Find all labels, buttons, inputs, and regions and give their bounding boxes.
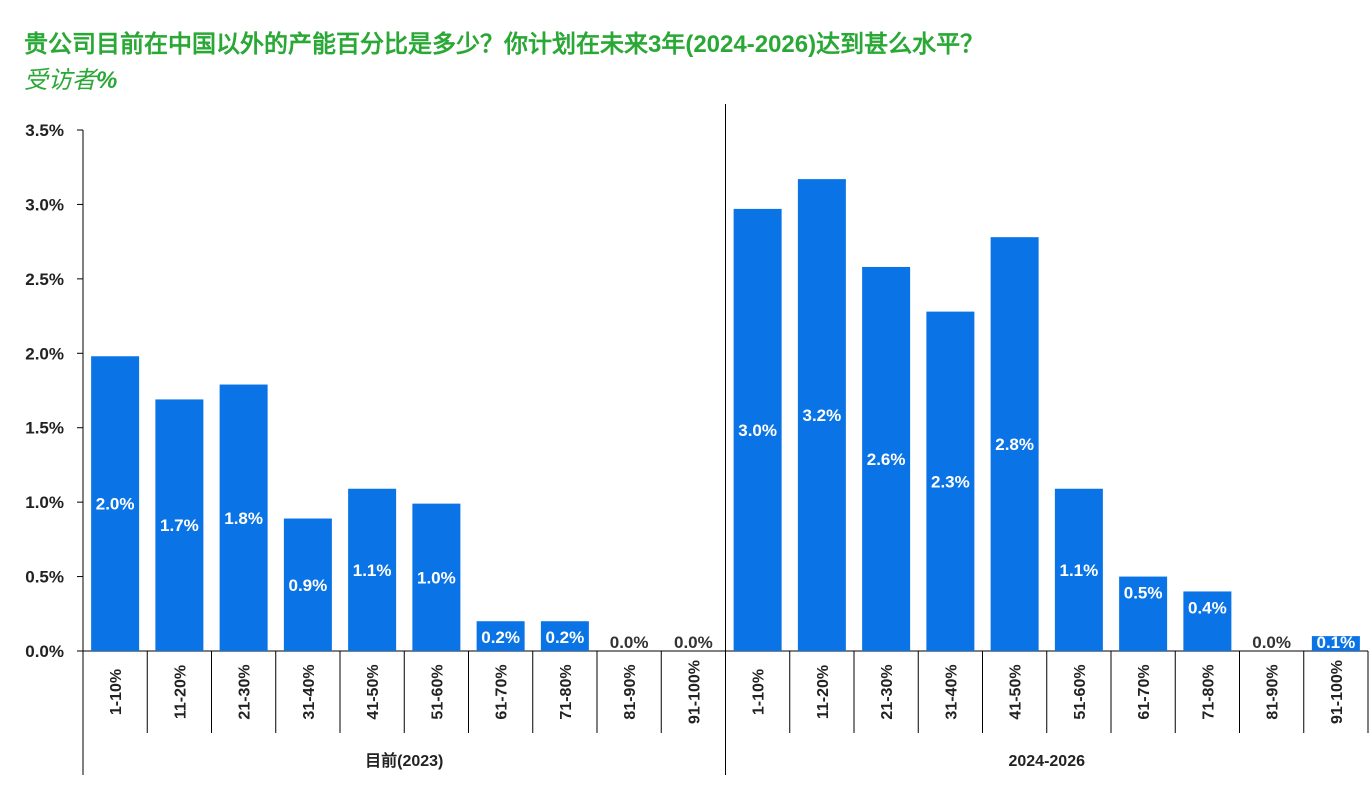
category-label: 11-20% — [815, 665, 832, 719]
chart-title: 贵公司目前在中国以外的产能百分比是多少？你计划在未来3年(2024-2026)达… — [24, 31, 985, 58]
axes-layer: 0.0% 0.5% 1.0% 1.5% 2.0% 2.5% 3.0% 3.5% — [25, 104, 1369, 775]
bar-value-label: 0.0% — [610, 633, 649, 652]
category-label: 61-70% — [494, 664, 511, 719]
bar — [990, 237, 1039, 652]
bar-value-label: 0.4% — [1188, 598, 1227, 617]
category-label: 91-100% — [1329, 660, 1346, 724]
group-label: 目前(2023) — [365, 751, 443, 770]
category-label: 11-20% — [172, 665, 189, 719]
bar — [476, 621, 525, 651]
bar — [412, 503, 461, 651]
bar — [155, 399, 204, 651]
bar-value-label: 1.1% — [1060, 561, 1099, 580]
bar-value-label: 0.5% — [1124, 584, 1163, 603]
bar — [926, 311, 975, 651]
bar-value-label: 2.3% — [931, 472, 970, 491]
y-tick-label: 0.5% — [25, 568, 64, 587]
category-label: 91-100% — [686, 660, 703, 724]
y-tick-label: 2.0% — [25, 344, 64, 363]
category-label: 31-40% — [943, 664, 960, 719]
category-label: 61-70% — [1136, 664, 1153, 719]
subtitle-text: 受访者 — [24, 67, 96, 94]
bar-value-label: 2.6% — [867, 450, 906, 469]
category-label: 81-90% — [1265, 664, 1282, 719]
category-label: 21-30% — [879, 664, 896, 719]
bar-value-label: 0.2% — [546, 628, 585, 647]
bar — [1054, 488, 1103, 651]
bar-value-label: 2.0% — [96, 495, 135, 514]
y-tick-label: 0.0% — [25, 642, 64, 661]
bar — [219, 384, 268, 651]
category-label: 21-30% — [237, 664, 254, 719]
y-tick-label: 3.0% — [25, 195, 64, 214]
category-label: 51-60% — [1072, 664, 1089, 719]
category-label: 1-10% — [108, 669, 125, 715]
category-label: 71-80% — [558, 664, 575, 719]
y-tick-label: 1.5% — [25, 419, 64, 438]
bar-value-label: 3.2% — [803, 406, 842, 425]
category-label: 41-50% — [365, 664, 382, 719]
chart-subtitle: 受访者% — [24, 66, 117, 96]
y-tick-label: 3.5% — [25, 121, 64, 140]
bar-value-label: 0.2% — [481, 628, 520, 647]
category-label: 41-50% — [1008, 664, 1025, 719]
labels-layer: 2.0% 1-10% 1.7% 11-20% 1.8% 21-30% 0.9% 31-40% 1… — [96, 406, 1356, 770]
bar-value-label: 0.0% — [1252, 633, 1291, 652]
bar-value-label: 0.0% — [674, 633, 713, 652]
category-label: 71-80% — [1200, 664, 1217, 719]
bar — [540, 621, 589, 651]
bar — [797, 179, 846, 651]
bar — [283, 518, 332, 651]
bar — [1311, 636, 1360, 651]
bar-value-label: 1.1% — [353, 561, 392, 580]
bar-value-label: 1.8% — [224, 509, 263, 528]
category-label: 81-90% — [622, 664, 639, 719]
bar — [733, 208, 782, 651]
bar — [862, 266, 911, 651]
bar-value-label: 1.7% — [160, 516, 199, 535]
group-label: 2024-2026 — [1008, 753, 1085, 770]
bar — [91, 356, 140, 651]
category-label: 1-10% — [751, 669, 768, 715]
bar-value-label: 0.9% — [289, 576, 328, 595]
bar — [1119, 576, 1168, 651]
category-label: 31-40% — [301, 664, 318, 719]
y-tick-label: 2.5% — [25, 270, 64, 289]
bar-value-label: 2.8% — [995, 435, 1034, 454]
bar-value-label: 1.0% — [417, 568, 456, 587]
bar-value-label: 0.1% — [1317, 633, 1356, 652]
category-label: 51-60% — [429, 664, 446, 719]
bar — [1183, 591, 1232, 651]
y-tick-label: 1.0% — [25, 493, 64, 512]
bars-layer — [91, 179, 1360, 652]
bar-value-label: 3.0% — [738, 421, 777, 440]
subtitle-unit: % — [96, 67, 118, 94]
bar — [348, 488, 397, 651]
